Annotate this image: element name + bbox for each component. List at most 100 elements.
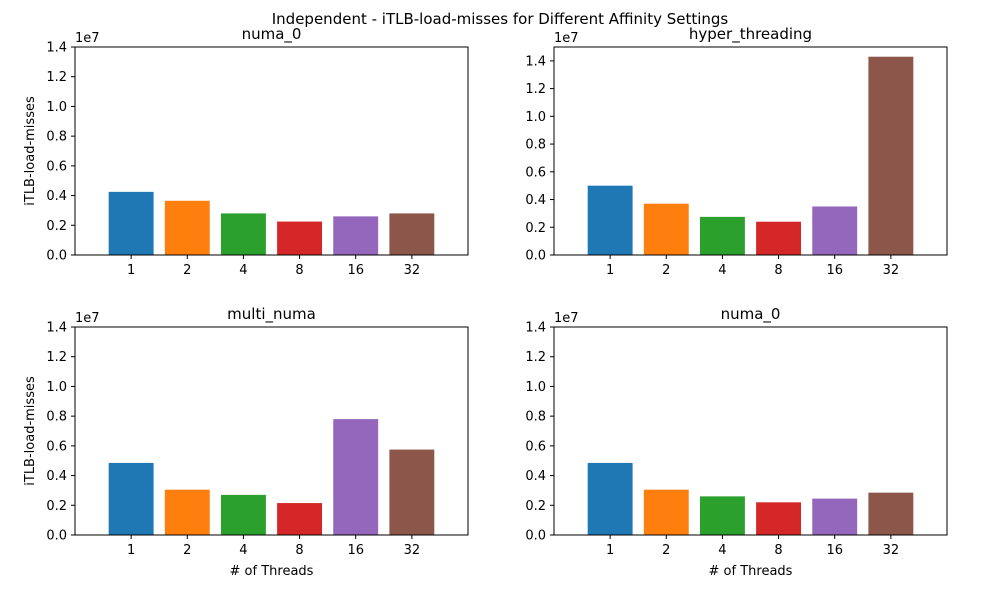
y-tick-label: 0.4 [46, 189, 67, 204]
bar-16 [333, 419, 379, 535]
subplot-title: numa_0 [242, 25, 302, 44]
bar-32 [868, 492, 914, 535]
bar-16 [812, 206, 858, 255]
y-axis-label: iTLB-load-misses [23, 376, 38, 486]
bar-8 [277, 503, 323, 535]
x-tick-label: 2 [662, 543, 670, 558]
y-tick-label: 0.8 [525, 138, 546, 153]
y-offset-label: 1e7 [75, 311, 100, 326]
subplot-4: 1 2 4 8 16 32 0.0 0.2 0.4 0.6 0.8 1.0 1.2 1.4 1e7 numa_… [525, 305, 948, 579]
x-tick-label: 32 [404, 263, 421, 278]
y-tick-label: 0.0 [525, 529, 546, 544]
y-tick-label: 0.6 [46, 159, 67, 174]
axes-frame [553, 46, 948, 256]
y-tick-label: 0.8 [46, 410, 67, 425]
y-offset-label: 1e7 [75, 31, 100, 46]
x-tick-label: 1 [606, 543, 614, 558]
bar-16 [812, 498, 858, 535]
x-tick-label: 16 [347, 543, 364, 558]
y-tick-label: 0.4 [525, 193, 546, 208]
axes-frame [74, 46, 469, 256]
bar-1 [108, 191, 154, 255]
x-tick-label: 32 [883, 543, 900, 558]
bar-8 [756, 502, 802, 535]
y-tick-label: 1.2 [525, 350, 546, 365]
y-tick-label: 0.0 [46, 529, 67, 544]
axes-frame [553, 326, 948, 536]
y-tick-label: 1.0 [525, 380, 546, 395]
bar-1 [108, 462, 154, 535]
bar-4 [220, 213, 266, 255]
y-tick-label: 0.0 [46, 249, 67, 264]
y-offset-label: 1e7 [554, 311, 579, 326]
bar-2 [164, 489, 210, 535]
bar-32 [868, 56, 914, 256]
y-tick-label: 0.2 [46, 219, 67, 234]
x-tick-label: 4 [718, 543, 726, 558]
x-tick-label: 8 [295, 263, 303, 278]
x-tick-label: 4 [239, 263, 247, 278]
bar-16 [333, 216, 379, 255]
y-tick-label: 0.8 [46, 130, 67, 145]
axes-frame [74, 326, 469, 536]
x-tick-label: 1 [606, 263, 614, 278]
y-tick-label: 0.6 [525, 439, 546, 454]
x-tick-label: 8 [295, 543, 303, 558]
bar-2 [164, 200, 210, 255]
y-tick-label: 1.4 [46, 321, 67, 336]
y-tick-label: 0.4 [525, 469, 546, 484]
y-tick-label: 0.6 [525, 165, 546, 180]
x-tick-label: 8 [774, 543, 782, 558]
x-tick-label: 16 [826, 543, 843, 558]
bar-2 [643, 203, 689, 255]
x-tick-label: 2 [183, 263, 191, 278]
y-axis-label: iTLB-load-misses [23, 96, 38, 206]
y-tick-label: 0.2 [525, 499, 546, 514]
x-tick-label: 1 [127, 263, 135, 278]
y-tick-label: 1.0 [525, 110, 546, 125]
bar-4 [699, 216, 745, 255]
x-tick-label: 2 [662, 263, 670, 278]
y-tick-label: 0.4 [46, 469, 67, 484]
bar-1 [587, 462, 633, 535]
x-tick-label: 2 [183, 543, 191, 558]
subplot-title: numa_0 [721, 305, 781, 324]
y-tick-label: 0.0 [525, 249, 546, 264]
y-tick-label: 0.8 [525, 410, 546, 425]
bar-2 [643, 489, 689, 535]
y-tick-label: 1.2 [525, 82, 546, 97]
x-axis-label: # of Threads [230, 564, 314, 579]
bar-8 [756, 221, 802, 255]
figure-title: Independent - iTLB-load-misses for Diffe… [272, 10, 729, 28]
subplot-1: 1 2 4 8 16 32 0.0 0.2 0.4 0.6 0.8 1.0 1.2 1.4 1e7 numa_… [23, 25, 469, 278]
bar-8 [277, 221, 323, 255]
bar-4 [220, 494, 266, 535]
y-tick-label: 1.2 [46, 350, 67, 365]
subplot-3: 1 2 4 8 16 32 0.0 0.2 0.4 0.6 0.8 1.0 1.2 1.4 1e7 multi… [23, 305, 469, 579]
y-tick-label: 1.0 [46, 100, 67, 115]
y-tick-label: 0.6 [46, 439, 67, 454]
bar-32 [389, 213, 435, 255]
subplot-2: 1 2 4 8 16 32 0.0 0.2 0.4 0.6 0.8 1.0 1.2 1.4 1e7 hyper… [525, 25, 948, 278]
y-offset-label: 1e7 [554, 31, 579, 46]
subplot-title: multi_numa [227, 305, 316, 324]
x-tick-label: 4 [239, 543, 247, 558]
x-tick-label: 4 [718, 263, 726, 278]
x-tick-label: 32 [883, 263, 900, 278]
x-tick-label: 16 [826, 263, 843, 278]
bar-1 [587, 185, 633, 255]
y-tick-label: 0.2 [525, 221, 546, 236]
y-tick-label: 1.4 [46, 41, 67, 56]
bar-4 [699, 496, 745, 535]
x-axis-label: # of Threads [709, 564, 793, 579]
x-tick-label: 32 [404, 543, 421, 558]
x-tick-label: 8 [774, 263, 782, 278]
y-tick-label: 1.4 [525, 321, 546, 336]
bar-32 [389, 449, 435, 535]
x-tick-label: 16 [347, 263, 364, 278]
x-tick-label: 1 [127, 543, 135, 558]
subplot-grid: 1 2 4 8 16 32 0.0 0.2 0.4 0.6 0.8 1.0 1.2 1.4 1e7 numa_… [23, 25, 948, 579]
y-tick-label: 1.0 [46, 380, 67, 395]
y-tick-label: 0.2 [46, 499, 67, 514]
